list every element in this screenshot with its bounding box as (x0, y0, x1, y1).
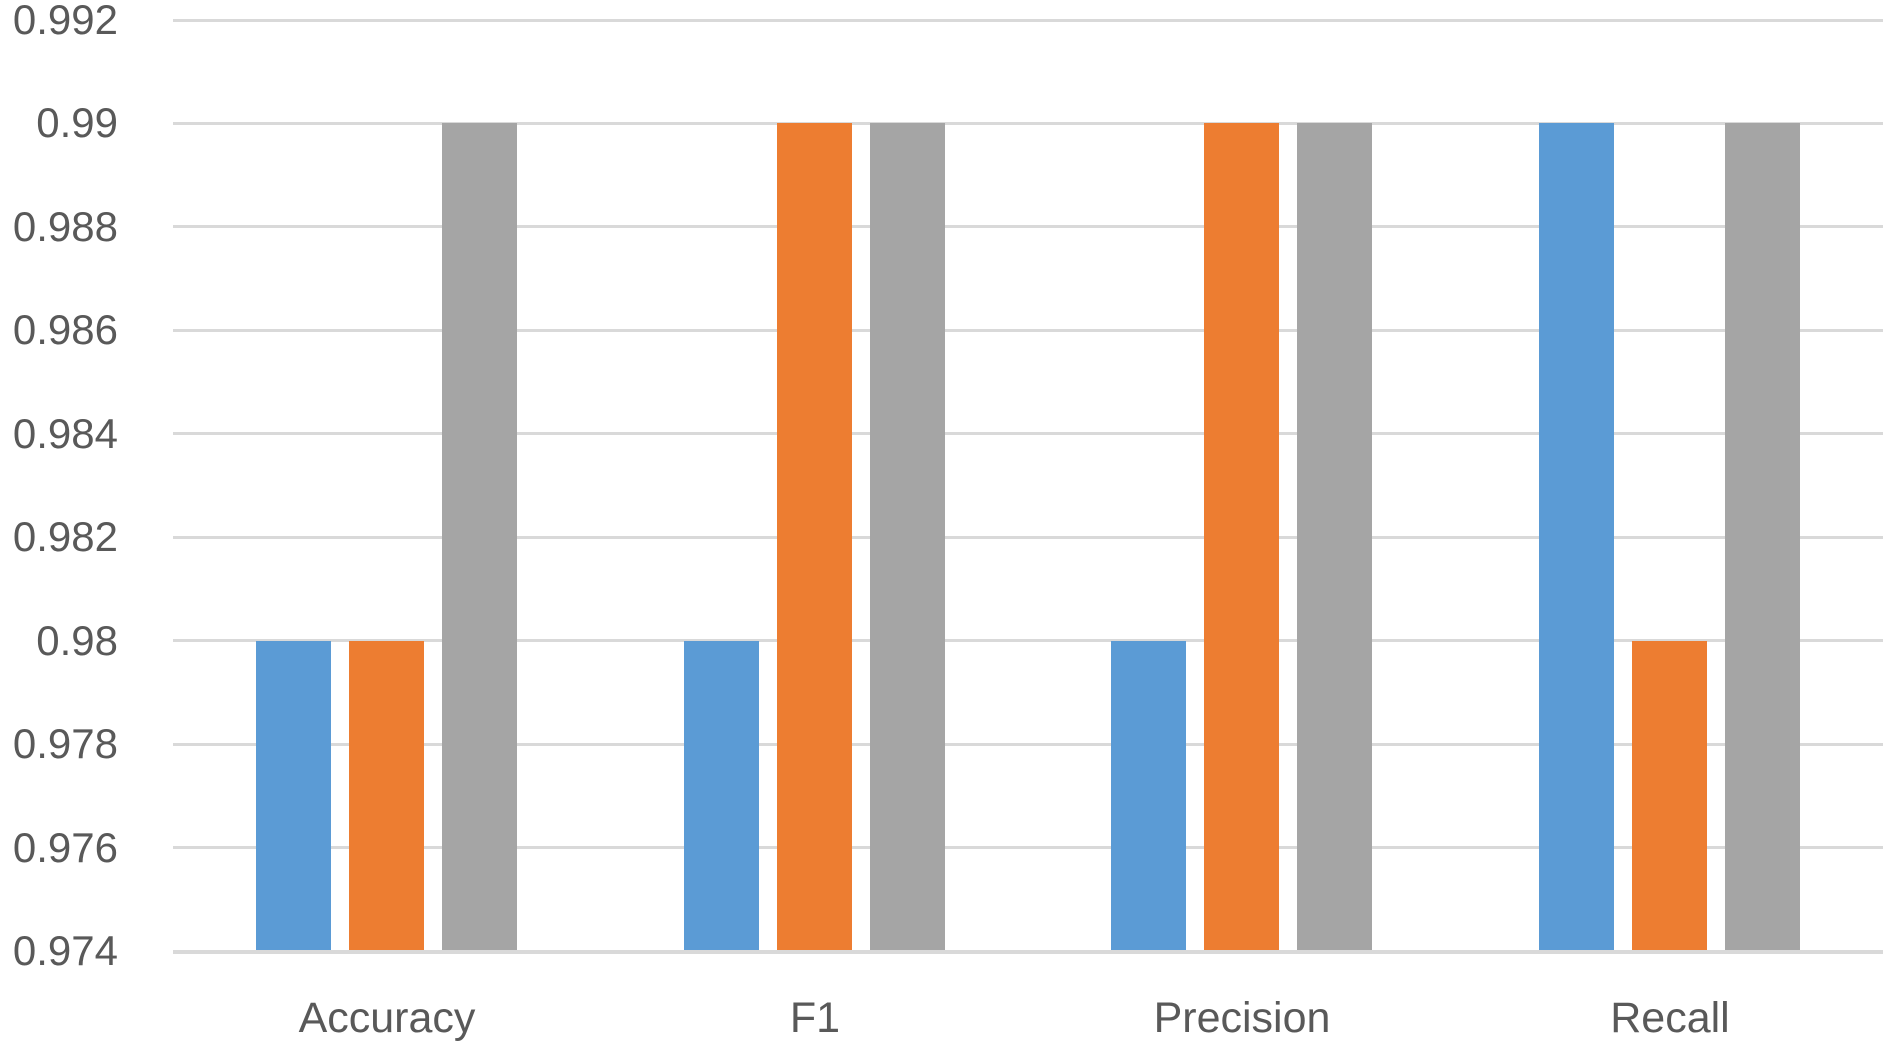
bar-precision-series3 (1297, 123, 1372, 951)
bar-f1-series3 (870, 123, 945, 951)
bar-recall-series2 (1632, 641, 1707, 951)
bar-precision-series1 (1111, 641, 1186, 951)
y-tick-label: 0.992 (12, 0, 118, 43)
bar-accuracy-series2 (349, 641, 424, 951)
bar-f1-series2 (777, 123, 852, 951)
x-axis-line (173, 950, 1883, 954)
gridline (173, 639, 1883, 642)
gridline (173, 536, 1883, 539)
gridline (173, 329, 1883, 332)
y-tick-label: 0.99 (36, 99, 118, 146)
gridline (173, 432, 1883, 435)
y-tick-label: 0.986 (12, 306, 118, 353)
y-tick-label: 0.976 (12, 824, 118, 871)
gridline (173, 846, 1883, 849)
bar-recall-series3 (1725, 123, 1800, 951)
bar-accuracy-series3 (442, 123, 517, 951)
gridline (173, 743, 1883, 746)
x-category-label: Recall (1610, 994, 1730, 1042)
y-tick-label: 0.978 (12, 720, 118, 767)
bar-precision-series2 (1204, 123, 1279, 951)
x-category-label: F1 (789, 994, 841, 1042)
gridline (173, 19, 1883, 22)
gridline (173, 122, 1883, 125)
x-category-label: Accuracy (298, 994, 476, 1042)
bar-recall-series1 (1539, 123, 1614, 951)
y-tick-label: 0.988 (12, 203, 118, 250)
y-tick-label: 0.98 (36, 617, 118, 664)
x-category-label: Precision (1153, 994, 1331, 1042)
bar-accuracy-series1 (256, 641, 331, 951)
gridline (173, 225, 1883, 228)
y-tick-label: 0.974 (12, 927, 118, 974)
y-tick-label: 0.984 (12, 410, 118, 457)
y-tick-label: 0.982 (12, 513, 118, 560)
bar-f1-series1 (684, 641, 759, 951)
